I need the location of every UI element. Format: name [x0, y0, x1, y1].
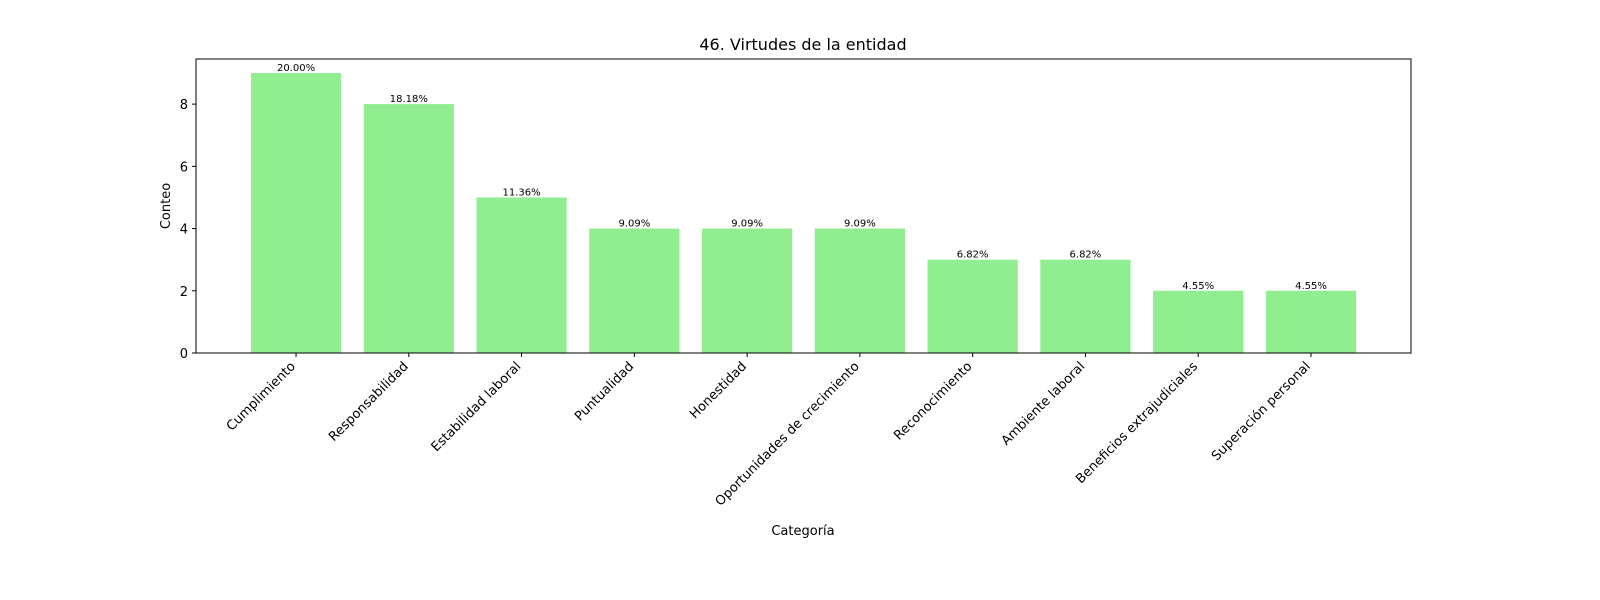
bar: [1153, 290, 1244, 353]
bar-label: 18.18%: [390, 94, 428, 105]
x-tick-label: Beneficios extrajudiciales: [1073, 359, 1201, 487]
y-tick-label: 4: [180, 223, 188, 238]
bar-label: 6.82%: [957, 250, 989, 261]
bar-label: 11.36%: [503, 187, 541, 198]
y-axis-label: Conteo: [159, 183, 174, 229]
bar: [1040, 259, 1131, 353]
x-tick-label: Estabilidad laboral: [429, 359, 525, 455]
bar: [250, 73, 342, 353]
bar-label: 4.55%: [1295, 281, 1327, 292]
x-tick-label: Ambiente laboral: [999, 359, 1089, 449]
bar: [589, 228, 680, 353]
x-tick-label: Cumplimiento: [224, 359, 299, 434]
bar: [476, 197, 567, 353]
bar: [814, 228, 905, 353]
x-tick-label: Superación personal: [1209, 359, 1314, 464]
x-tick-label: Honestidad: [687, 359, 750, 422]
y-tick-label: 0: [180, 347, 188, 362]
bar: [363, 104, 454, 353]
x-tick-label: Puntualidad: [572, 359, 637, 424]
y-tick-label: 2: [180, 285, 188, 300]
x-tick-label: Reconocimiento: [891, 359, 975, 443]
plot-frame: [195, 58, 1412, 354]
bar: [927, 259, 1018, 353]
bar-label: 4.55%: [1182, 281, 1214, 292]
y-tick-label: 6: [180, 160, 188, 175]
chart-title: 46. Virtudes de la entidad: [699, 35, 906, 54]
bar-label: 20.00%: [277, 63, 315, 74]
bar-label: 9.09%: [844, 219, 876, 230]
y-tick-label: 8: [180, 98, 188, 113]
x-tick-label: Responsabilidad: [326, 359, 412, 445]
bar: [702, 228, 793, 353]
bar: [1265, 290, 1357, 353]
x-axis-label: Categoría: [771, 524, 834, 539]
bar-label: 6.82%: [1070, 250, 1102, 261]
bar-label: 9.09%: [731, 219, 763, 230]
bar-label: 9.09%: [618, 219, 650, 230]
